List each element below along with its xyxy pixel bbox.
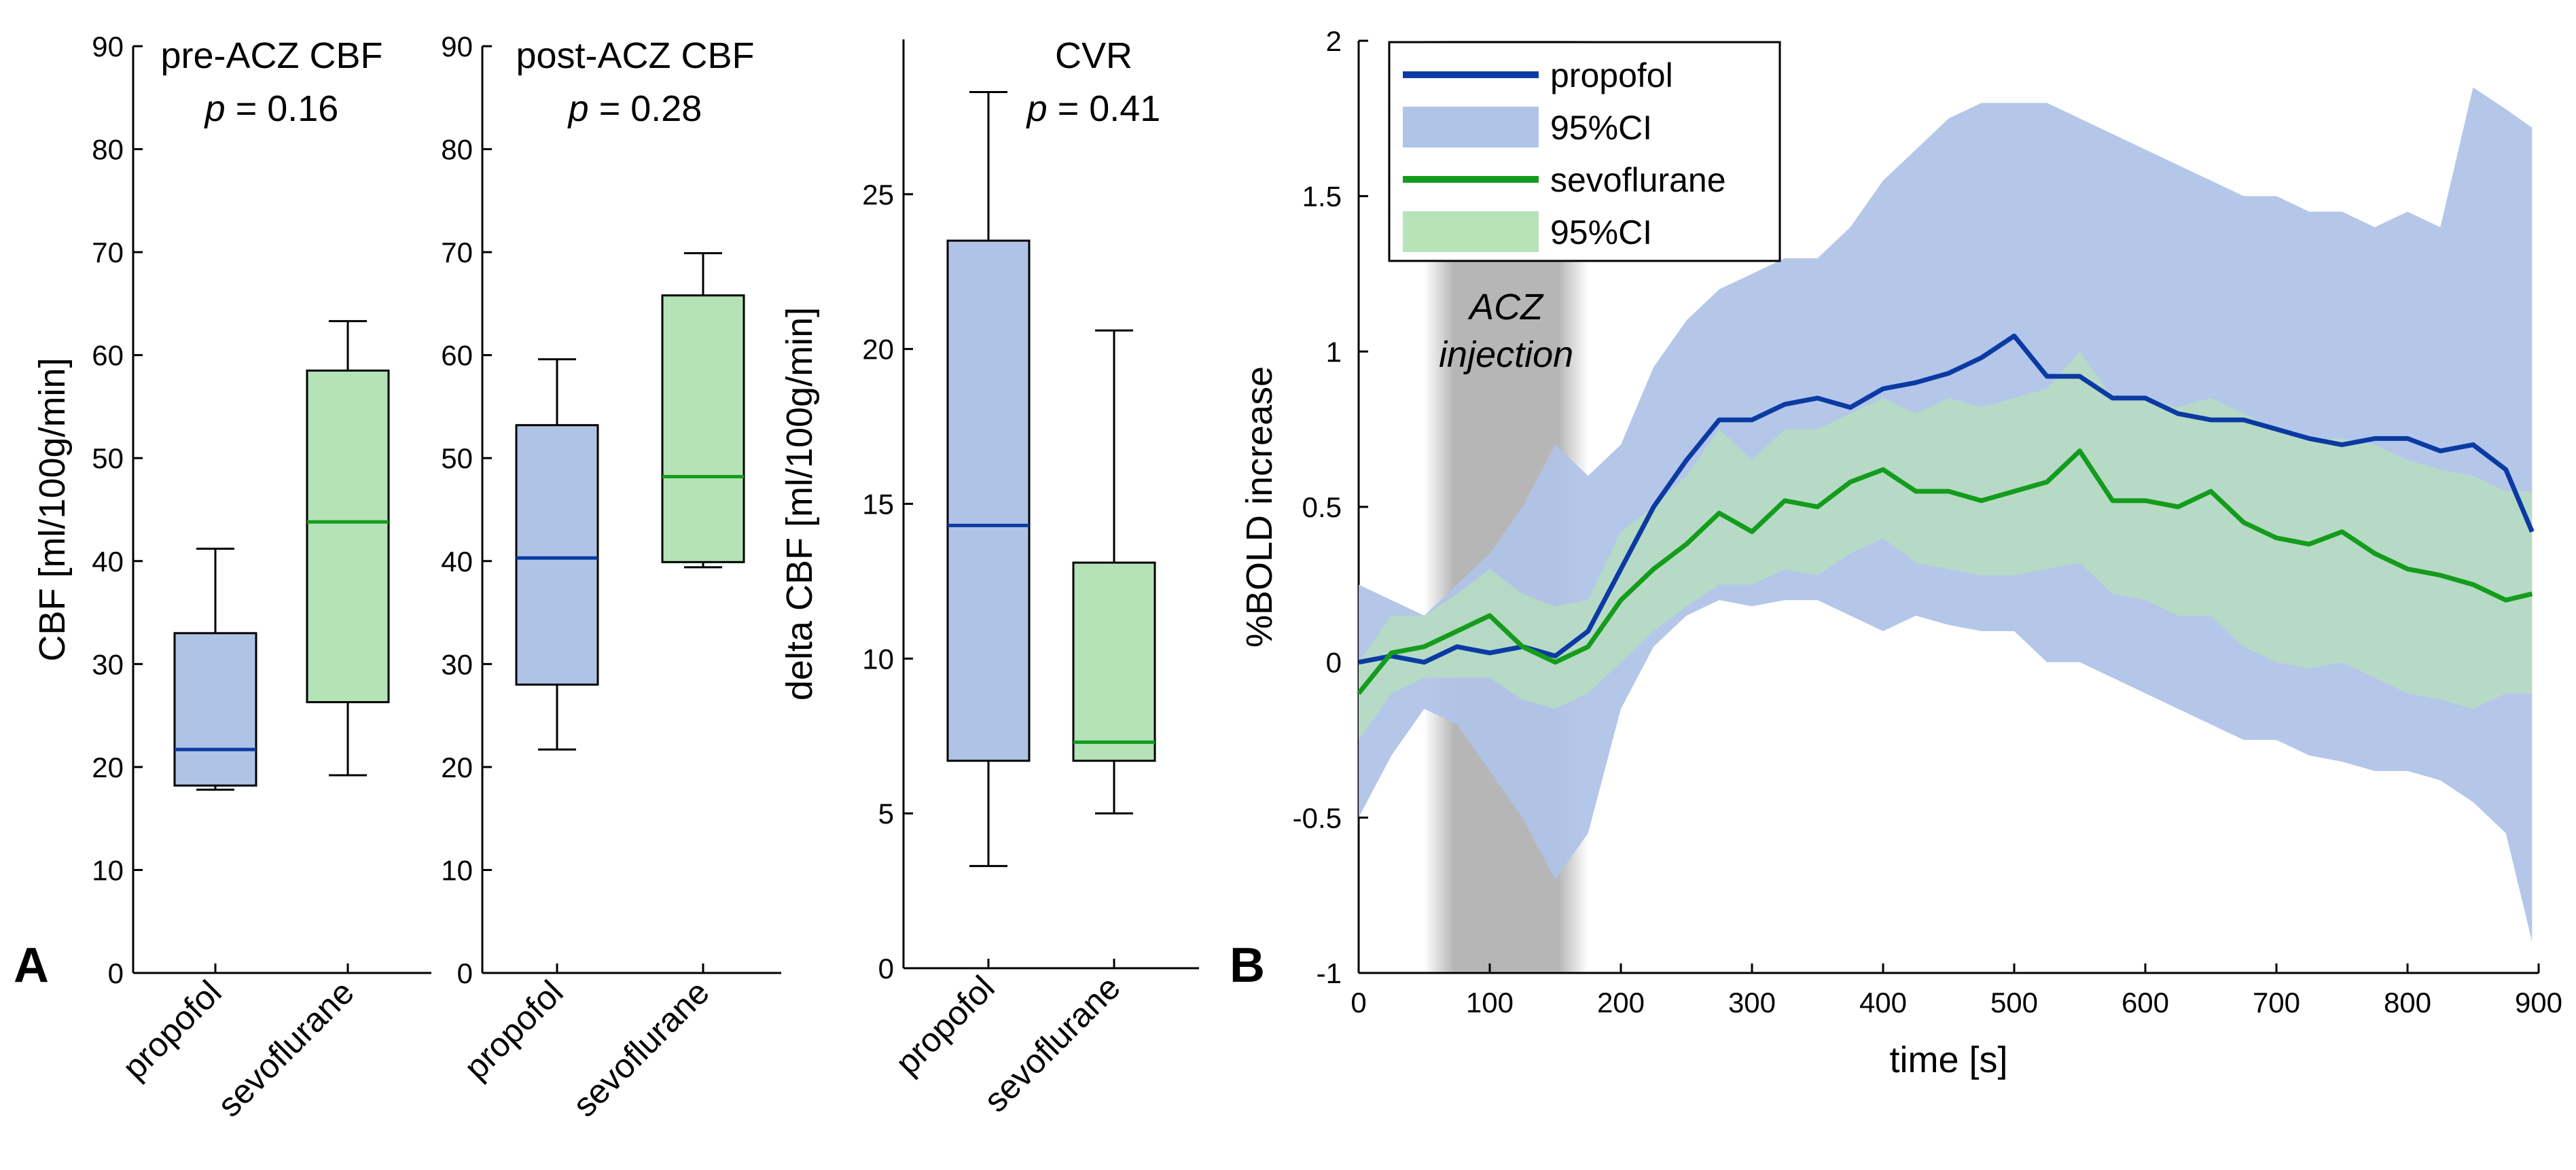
y-tick-label: 70: [92, 236, 124, 268]
x-tick-label: 900: [2515, 987, 2562, 1018]
category-label-sevoflurane: sevoflurane: [565, 973, 716, 1124]
p-symbol: p: [1026, 88, 1058, 129]
p-value: = 0.28: [599, 88, 702, 129]
legend-swatch-fill: [1403, 107, 1539, 147]
category-label-propofol: propofol: [888, 968, 1001, 1082]
x-tick-label: 800: [2384, 987, 2431, 1018]
panel-label-a: A: [14, 938, 49, 993]
iqr-box: [173, 632, 257, 787]
y-tick-label: 20: [92, 751, 124, 783]
legend-label: 95%CI: [1550, 109, 1652, 147]
y-tick-label: 25: [862, 179, 894, 211]
p-value: = 0.16: [236, 88, 339, 129]
p-value-label: p = 0.28: [567, 88, 702, 129]
y-tick-label: 40: [92, 546, 124, 578]
y-tick-label: 90: [441, 31, 473, 63]
y-tick-label: 80: [92, 134, 124, 166]
y-tick-label: 90: [92, 31, 124, 63]
p-symbol: p: [204, 88, 236, 129]
panel-label-b: B: [1230, 938, 1265, 993]
y-tick-label: 40: [441, 546, 473, 578]
mean-line-propofol: [1358, 333, 2535, 665]
mean-line-sevoflurane: [1357, 448, 2533, 695]
y-tick-label: 5: [878, 798, 894, 830]
y-tick-label: 20: [862, 334, 894, 366]
x-tick-label: 400: [1859, 987, 1907, 1018]
category-label-sevoflurane: sevoflurane: [976, 968, 1127, 1119]
x-tick-label: 0: [1350, 987, 1366, 1018]
y-tick-label: 10: [92, 854, 124, 886]
legend-label: propofol: [1550, 56, 1673, 94]
box-plot-panels: 0102030405060708090propofolsevofluranepr…: [32, 31, 1199, 1124]
y-tick-label: 0: [878, 953, 894, 985]
x-tick-label: 200: [1597, 987, 1645, 1018]
legend-label: 95%CI: [1550, 213, 1652, 251]
y-tick-label: -1: [1317, 957, 1342, 989]
x-tick-label: 300: [1728, 987, 1776, 1018]
panel-title: pre-ACZ CBF: [160, 35, 382, 76]
y-tick-label: 2: [1326, 25, 1342, 57]
x-tick-label: 700: [2253, 987, 2300, 1018]
box-sevoflurane: [306, 320, 390, 777]
y-axis-label: delta CBF [ml/100g/min]: [779, 307, 820, 701]
y-axis-label: %BOLD increase: [1239, 366, 1280, 648]
y-tick-label: 10: [862, 643, 894, 675]
legend-label: sevoflurane: [1550, 161, 1726, 199]
x-tick-label: 600: [2122, 987, 2169, 1018]
y-tick-label: 10: [441, 854, 473, 886]
y-tick-label: 1.5: [1302, 181, 1342, 213]
y-axis-label: CBF [ml/100g/min]: [32, 357, 73, 661]
box-sevoflurane: [661, 252, 745, 569]
category-label-sevoflurane: sevoflurane: [210, 973, 361, 1124]
p-value: = 0.41: [1058, 88, 1161, 129]
y-tick-label: 70: [441, 236, 473, 268]
y-tick-label: 0: [1326, 647, 1342, 679]
acz-annotation-line2: injection: [1439, 334, 1573, 375]
legend: propofol 95%CI sevoflurane 95%CI: [1388, 41, 1781, 262]
x-tick-label: 500: [1990, 987, 2038, 1018]
y-tick-label: 20: [441, 751, 473, 783]
y-tick-label: 0.5: [1302, 491, 1342, 523]
box-propofol: [515, 358, 599, 751]
panel-title: CVR: [1055, 35, 1132, 76]
y-tick-label: 50: [441, 442, 473, 474]
iqr-box: [515, 424, 599, 686]
y-tick-label: 60: [92, 340, 124, 372]
box-propofol: [173, 548, 257, 791]
y-tick-label: 30: [441, 648, 473, 680]
acz-annotation-line1: ACZ: [1467, 287, 1544, 327]
y-tick-label: 80: [441, 134, 473, 166]
y-tick-label: 50: [92, 442, 124, 474]
bold-timecourse-panel: -1 -0.5 0 0.5 1 1.5 2 0 100 200 300 400 500 600 700 800…: [1239, 25, 2562, 1080]
iqr-box: [306, 369, 390, 703]
p-symbol: p: [567, 88, 599, 129]
y-tick-label: 1: [1326, 336, 1342, 368]
y-tick-label: -0.5: [1293, 802, 1342, 834]
y-tick-label: 60: [441, 340, 473, 372]
box-propofol: [946, 90, 1031, 868]
iqr-box: [661, 294, 745, 563]
panel-title: post-ACZ CBF: [516, 35, 754, 76]
y-tick-label: 0: [457, 957, 473, 989]
y-tick-label: 15: [862, 489, 894, 520]
x-axis-label: time [s]: [1889, 1040, 2007, 1080]
p-value-label: p = 0.41: [1026, 88, 1161, 129]
p-value-label: p = 0.16: [204, 88, 339, 129]
y-tick-label: 30: [92, 648, 124, 680]
x-tick-label: 100: [1466, 987, 1514, 1018]
box-sevoflurane: [1072, 329, 1156, 815]
y-tick-label: 0: [108, 957, 124, 989]
iqr-box: [946, 239, 1031, 762]
ci-band-sevoflurane: [1359, 351, 2533, 740]
iqr-box: [1072, 561, 1156, 762]
category-label-propofol: propofol: [457, 973, 570, 1086]
legend-swatch-fill: [1403, 211, 1539, 252]
category-label-propofol: propofol: [115, 973, 228, 1086]
